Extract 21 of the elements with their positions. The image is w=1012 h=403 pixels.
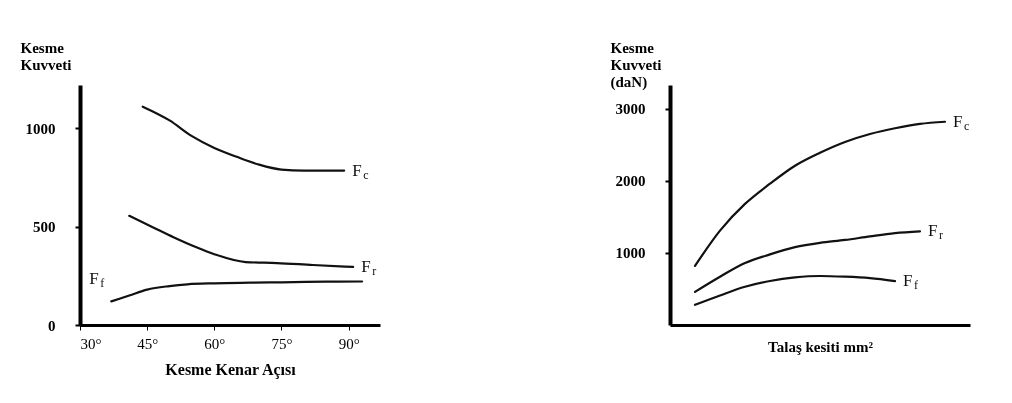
x-tick-label: 90° [338, 335, 360, 352]
y-tick-label: 3000 [615, 101, 646, 118]
y-tick-label: 1000 [25, 120, 56, 137]
x-tick-label: 60° [204, 335, 226, 352]
y-axis-title: Kesme Kuvveti [20, 39, 72, 73]
x-tick-label: 75° [271, 335, 293, 352]
y-tick-label: 500 [33, 219, 56, 236]
y-tick-label: 1000 [615, 245, 646, 262]
line-series [141, 105, 346, 172]
y-tick-label: 2000 [615, 173, 646, 190]
x-axis-title: Talaş kesiti mm² [768, 338, 874, 355]
y-tick-label: 0 [48, 317, 56, 334]
x-axis-title: Kesme Kenar Açısı [165, 360, 297, 379]
line-series [693, 230, 922, 293]
line-series [110, 280, 364, 303]
line-series [693, 120, 947, 267]
y-axis-title: Kesme Kuvveti (daN) [610, 39, 662, 91]
x-tick-label: 45° [137, 335, 159, 352]
x-tick-label: 30° [80, 335, 102, 352]
line-series [693, 274, 897, 306]
line-series [128, 214, 355, 269]
